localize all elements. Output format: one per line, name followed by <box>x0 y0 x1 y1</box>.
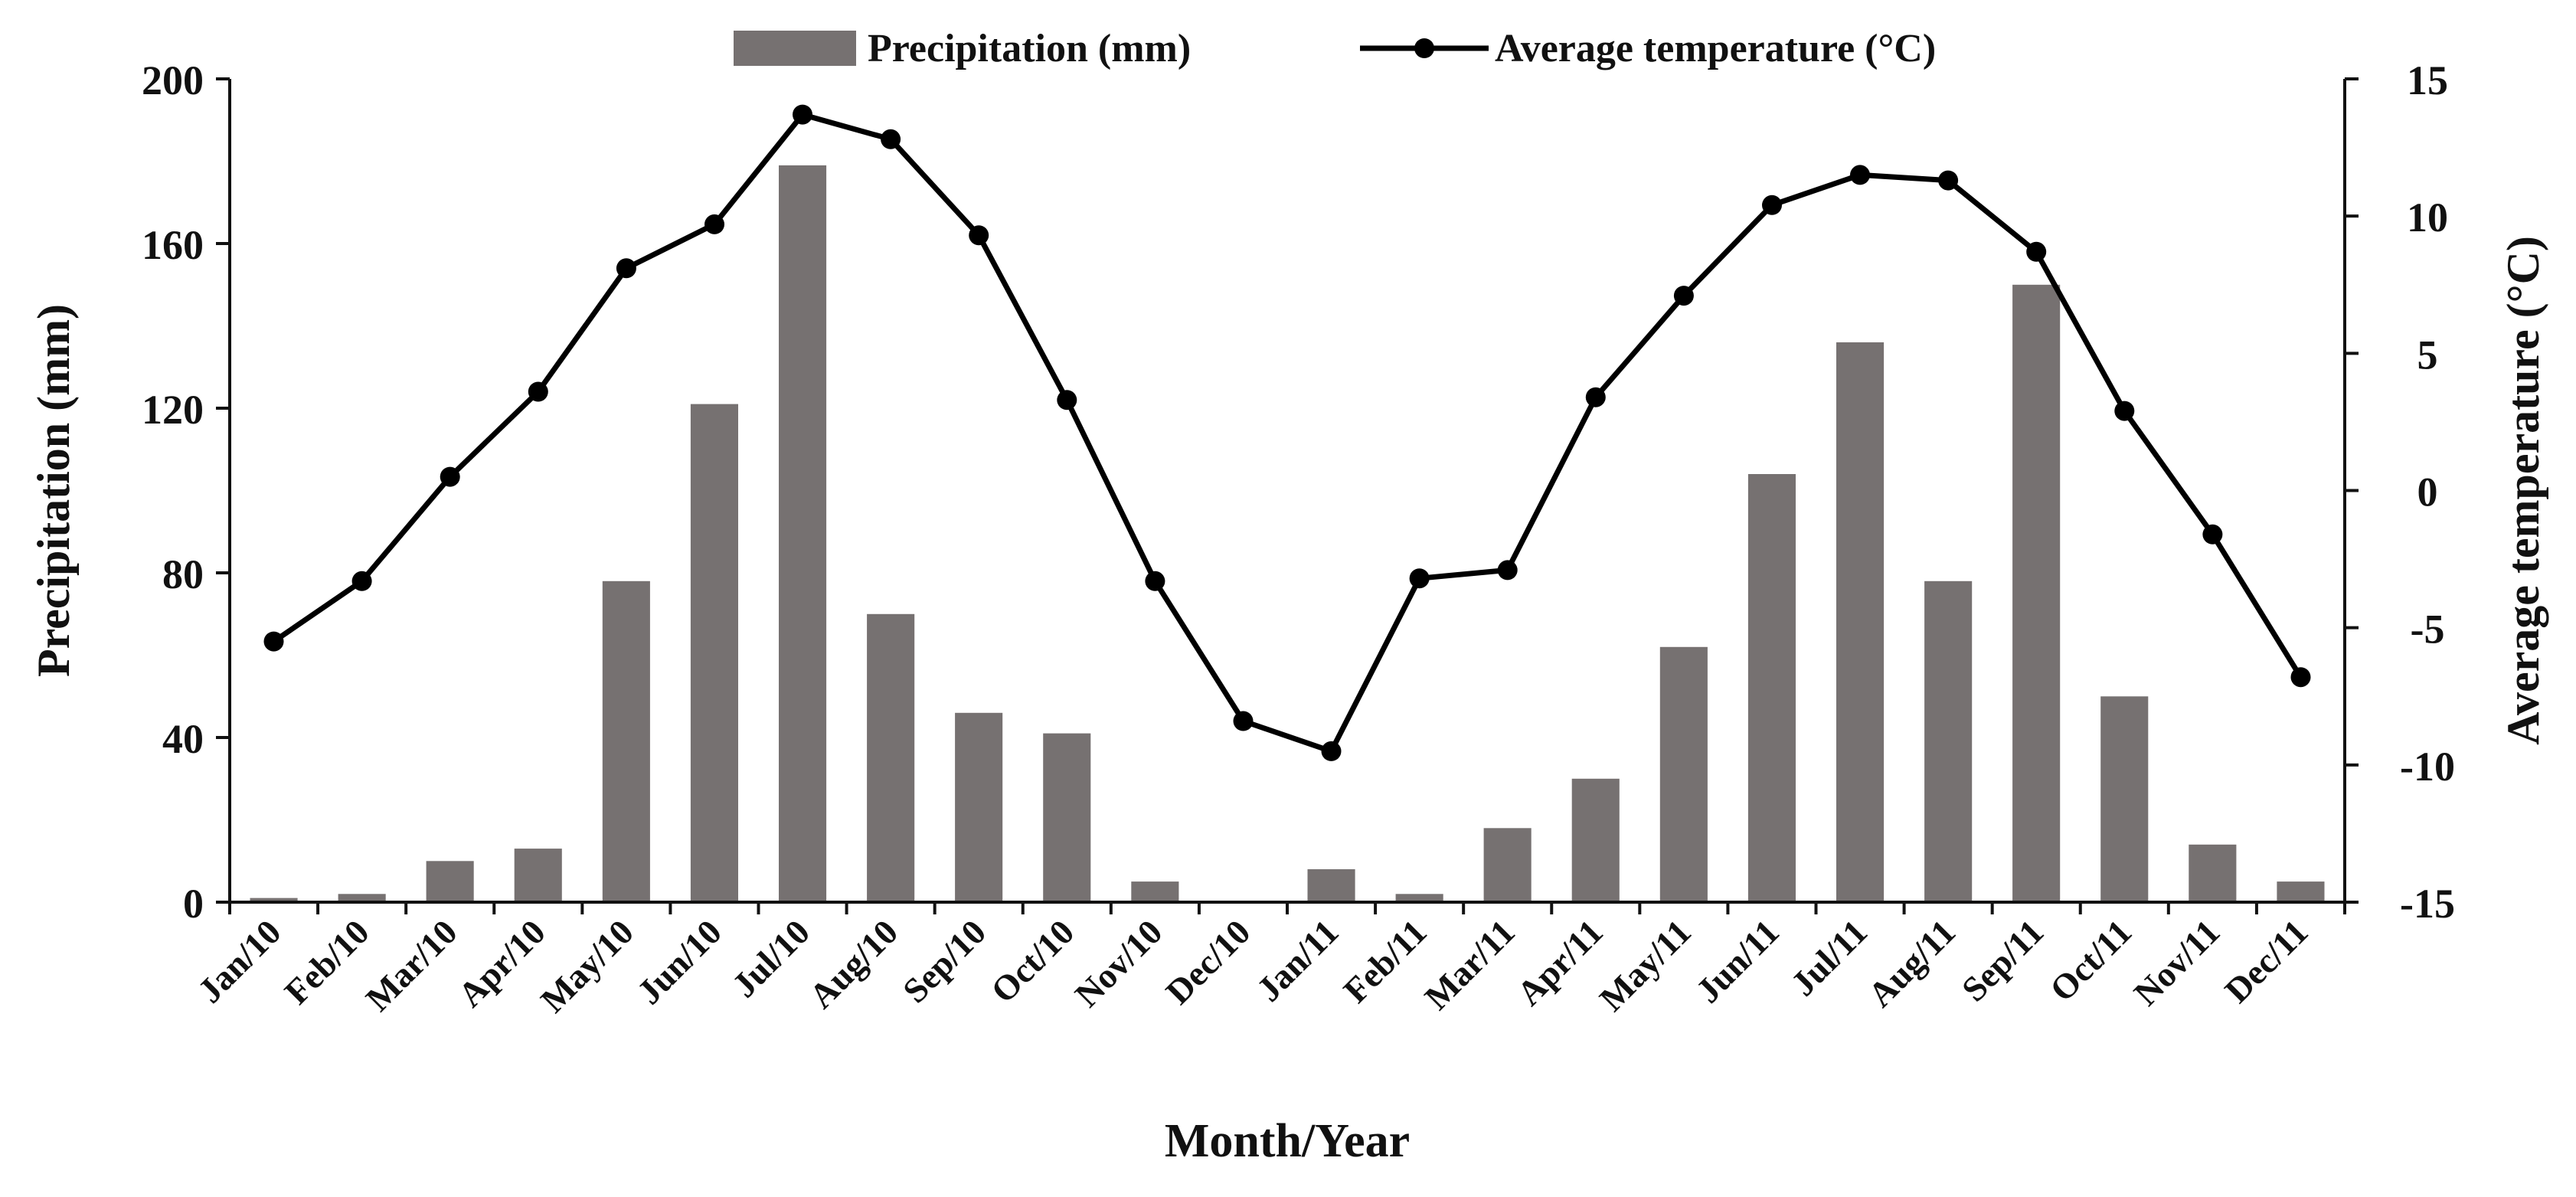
precipitation-bar <box>779 165 827 902</box>
x-tick-label: Oct/10 <box>983 912 1081 1010</box>
x-tick-label: Aug/10 <box>802 912 905 1015</box>
temperature-point <box>1145 571 1165 591</box>
precipitation-bar <box>2012 284 2061 903</box>
temperature-point <box>351 571 372 591</box>
temperature-point <box>2290 667 2311 688</box>
temperature-point <box>1762 195 1782 215</box>
temperature-point <box>528 381 548 402</box>
x-tick-label: Jun/11 <box>1688 912 1787 1010</box>
x-tick-label: Nov/10 <box>1067 912 1170 1015</box>
precipitation-bar <box>1043 733 1091 902</box>
precipitation-bars <box>250 165 2325 903</box>
x-tick-label: May/10 <box>533 912 641 1020</box>
right-y-tick-label: 0 <box>2417 469 2438 515</box>
x-tick-label: Sep/10 <box>895 912 993 1010</box>
y-axis-title: Precipitation (mm) <box>28 304 79 677</box>
left-y-tick-label: 0 <box>183 881 204 927</box>
y2-axis-title: Average temperature (°C) <box>2498 236 2548 745</box>
temperature-point <box>793 104 812 125</box>
precipitation-bar <box>1659 646 1708 903</box>
x-tick-label: Aug/11 <box>1861 912 1963 1015</box>
temperature-line <box>272 112 2303 754</box>
left-y-tick-label: 40 <box>162 716 204 762</box>
temperature-point <box>1321 741 1342 761</box>
x-tick-label: Dec/11 <box>2217 912 2315 1010</box>
precipitation-bar <box>1747 474 1796 902</box>
precipitation-bar <box>2100 696 2149 903</box>
legend-temperature-marker <box>1414 38 1434 58</box>
legend-precipitation-swatch <box>734 31 856 66</box>
right-y-tick-label: -10 <box>2400 744 2455 790</box>
left-y-tick-label: 80 <box>162 551 204 597</box>
precipitation-bar <box>955 712 1003 903</box>
x-tick-label: Feb/11 <box>1335 912 1433 1010</box>
x-tick-label: Nov/11 <box>2127 912 2228 1013</box>
right-y-tick-label: 15 <box>2407 57 2448 103</box>
precipitation-bar <box>1571 778 1620 903</box>
left-y-tick-label: 160 <box>142 222 204 268</box>
precipitation-bar <box>1307 869 1355 902</box>
x-tick-label: Jul/11 <box>1783 912 1875 1003</box>
temperature-point <box>616 258 636 279</box>
temperature-point <box>2202 524 2223 545</box>
temperature-point <box>1057 390 1077 410</box>
temperature-point <box>1938 170 1959 191</box>
temperature-point <box>969 225 989 246</box>
x-axis-title: Month/Year <box>1165 1115 1410 1167</box>
x-tick-label: Dec/10 <box>1159 912 1258 1012</box>
precipitation-bar <box>250 898 298 902</box>
right-y-tick-label: 5 <box>2417 332 2438 378</box>
precipitation-bar <box>1924 581 1973 903</box>
precipitation-bar <box>2189 844 2237 903</box>
temperature-point <box>704 214 724 234</box>
temperature-point <box>1850 165 1870 185</box>
x-tick-label: Mar/10 <box>358 912 465 1019</box>
precipitation-bar <box>1483 828 1532 903</box>
temperature-point <box>2114 401 2135 421</box>
precipitation-bar <box>514 849 562 902</box>
left-y-tick-label: 200 <box>142 57 204 103</box>
x-tick-label: Jan/10 <box>190 912 288 1010</box>
x-tick-label: Sep/11 <box>1954 912 2051 1009</box>
precipitation-bar <box>602 581 650 903</box>
legend: Precipitation (mm) Average temperature (… <box>734 27 1936 70</box>
x-tick-label: Jan/11 <box>1249 912 1345 1009</box>
temperature-point <box>263 631 284 652</box>
x-tick-label: Apr/11 <box>1509 912 1610 1013</box>
precipitation-bar <box>2277 881 2325 902</box>
x-tick-label: Jun/10 <box>629 912 729 1012</box>
right-y-tick-label: -15 <box>2400 881 2455 927</box>
temperature-point <box>1497 560 1518 581</box>
legend-temperature-label: Average temperature (°C) <box>1495 27 1936 70</box>
temperature-point <box>881 129 901 149</box>
temperature-point <box>440 466 460 487</box>
precipitation-bar <box>867 613 915 903</box>
precipitation-bar <box>1836 342 1885 902</box>
left-y-tick-label: 120 <box>142 387 204 433</box>
right-y-tick-label: -5 <box>2411 607 2445 652</box>
x-tick-label: Mar/11 <box>1417 912 1522 1017</box>
temperature-point <box>2026 241 2047 262</box>
temperature-point <box>1409 568 1430 589</box>
x-tick-label: Feb/10 <box>277 912 377 1012</box>
x-tick-label: Apr/10 <box>450 912 553 1015</box>
temperature-point <box>1585 387 1606 407</box>
precipitation-bar <box>338 894 386 903</box>
precipitation-bar <box>1395 894 1443 903</box>
right-y-tick-label: 10 <box>2407 195 2448 240</box>
temperature-point <box>1673 286 1694 306</box>
legend-precipitation-label: Precipitation (mm) <box>868 27 1191 70</box>
precipitation-bar <box>690 404 738 902</box>
temperature-point <box>1233 711 1254 731</box>
x-tick-label: May/11 <box>1592 912 1698 1019</box>
x-tick-label: Oct/11 <box>2042 912 2139 1009</box>
precipitation-bar <box>1131 881 1179 902</box>
temperature-line-series <box>263 104 2311 761</box>
precipitation-bar <box>426 861 474 903</box>
